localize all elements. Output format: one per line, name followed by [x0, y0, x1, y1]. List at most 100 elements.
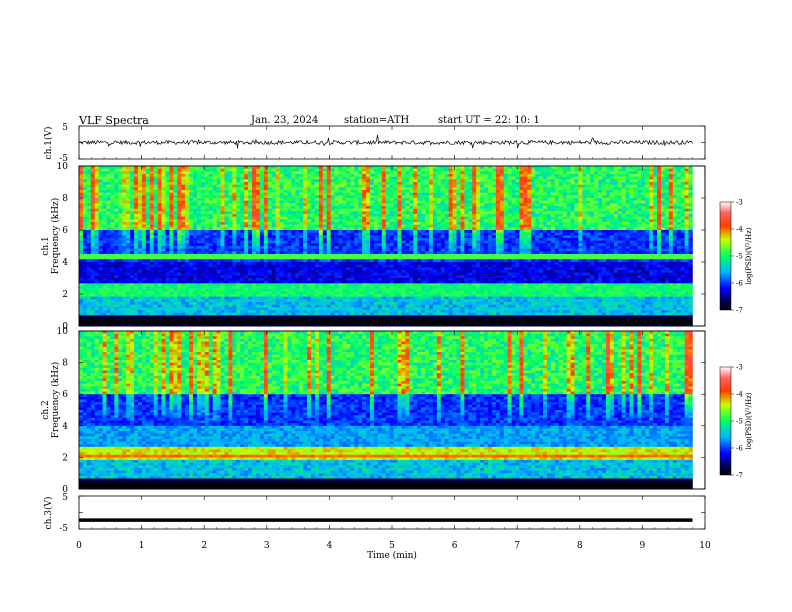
- spectrogram-cell: [334, 219, 339, 223]
- spectrogram-cell: [676, 192, 681, 196]
- spectrogram-cell: [527, 184, 532, 188]
- spectrogram-cell: [342, 232, 347, 236]
- spectrogram-cell: [141, 235, 147, 239]
- spectrogram-cell: [574, 211, 579, 215]
- spectrogram-cell: [393, 222, 398, 225]
- spectrogram-cell: [598, 198, 603, 201]
- spectrogram-cell: [617, 190, 622, 193]
- spectrogram-cell: [314, 224, 320, 228]
- spectrogram-cell: [134, 187, 139, 191]
- spectrogram-cell: [385, 224, 390, 228]
- spectrogram-cell: [480, 206, 485, 209]
- spectrogram-cell: [236, 235, 241, 239]
- spectrogram-cell: [212, 203, 217, 207]
- spectrogram-cell: [444, 232, 449, 236]
- spectrogram-cell: [311, 200, 316, 204]
- spectrogram-cell: [641, 187, 646, 191]
- spectrogram-cell: [137, 176, 143, 180]
- spectrogram-cell: [586, 227, 591, 231]
- spectrogram-cell: [452, 238, 457, 241]
- spectrogram-cell: [200, 192, 206, 196]
- spectrogram-cell: [208, 240, 213, 244]
- spectrogram-cell: [267, 248, 272, 252]
- spectrogram-cell: [495, 176, 501, 180]
- spectrogram-cell: [582, 230, 587, 233]
- spectrogram-cell: [267, 216, 272, 220]
- spectrogram-cell: [311, 198, 316, 201]
- spectrogram-cell: [649, 192, 654, 196]
- spectrogram-cell: [523, 168, 528, 172]
- spectrogram-cell: [161, 192, 166, 196]
- spectrogram-cell: [181, 179, 186, 183]
- spectrogram-cell: [141, 203, 147, 207]
- spectrogram-cell: [401, 246, 406, 249]
- spectrogram-cell: [543, 240, 548, 244]
- spectrogram-cell: [370, 224, 375, 228]
- spectrogram-cell: [330, 230, 335, 233]
- spectrogram-cell: [377, 206, 383, 209]
- spectrogram-cell: [645, 230, 650, 233]
- spectrogram-cell: [212, 235, 217, 239]
- spectrogram-cell: [118, 200, 123, 204]
- spectrogram-cell: [546, 224, 552, 228]
- spectrogram-cell: [621, 200, 626, 204]
- spectrogram-cell: [122, 232, 127, 236]
- spectrogram-cell: [582, 248, 587, 252]
- spectrogram-cell: [196, 216, 202, 220]
- spectrogram-cell: [358, 182, 363, 185]
- spectrogram-cell: [122, 219, 127, 223]
- spectrogram-cell: [366, 214, 371, 217]
- spectrogram-cell: [326, 206, 331, 209]
- spectrogram-cell: [338, 246, 343, 249]
- spectrogram-cell: [271, 198, 276, 201]
- spectrogram-cell: [452, 232, 457, 236]
- spectrogram-cell: [118, 195, 123, 199]
- spectrogram-cell: [440, 166, 446, 169]
- spectrogram-cell: [519, 192, 524, 196]
- spectrogram-cell: [370, 238, 375, 241]
- spectrogram-cell: [385, 171, 390, 175]
- spectrogram-cell: [86, 248, 92, 252]
- spectrogram-cell: [661, 230, 666, 233]
- spectrogram-cell: [279, 224, 284, 228]
- spectrogram-cell: [609, 222, 615, 225]
- spectrogram-cell: [440, 184, 446, 188]
- spectrogram-cell: [527, 182, 532, 185]
- spectrogram-cell: [401, 190, 406, 193]
- spectrogram-cell: [409, 179, 414, 183]
- spectrogram-cell: [574, 243, 579, 247]
- spectrogram-cell: [307, 235, 312, 239]
- spectrogram-cell: [220, 240, 225, 244]
- spectrogram-cell: [330, 224, 335, 228]
- spectrogram-cell: [645, 190, 650, 193]
- spectrogram-cell: [224, 224, 229, 228]
- spectrogram-cell: [90, 224, 96, 228]
- spectrogram-cell: [165, 174, 170, 177]
- spectrogram-cell: [562, 190, 567, 193]
- spectrogram-cell: [79, 232, 84, 236]
- spectrogram-cell: [554, 192, 560, 196]
- spectrogram-cell: [130, 246, 135, 249]
- spectrogram-cell: [252, 182, 257, 185]
- spectrogram-cell: [377, 235, 383, 239]
- spectrogram-cell: [240, 182, 245, 185]
- spectrogram-cell: [153, 246, 158, 249]
- spectrogram-cell: [244, 222, 249, 225]
- spectrogram-cell: [212, 246, 217, 249]
- spectrogram-cell: [299, 227, 304, 231]
- spectrogram-cell: [590, 216, 595, 220]
- spectrogram-cell: [425, 166, 430, 169]
- spectrogram-cell: [94, 198, 99, 201]
- spectrogram-cell: [208, 184, 213, 188]
- spectrogram-cell: [350, 179, 355, 183]
- spectrogram-cell: [543, 166, 548, 169]
- spectrogram-cell: [141, 240, 147, 244]
- spectrogram-cell: [334, 168, 339, 172]
- spectrogram-cell: [421, 168, 426, 172]
- spectrogram-cell: [558, 216, 563, 220]
- spectrogram-cell: [358, 222, 363, 225]
- spectrogram-cell: [181, 190, 186, 193]
- spectrogram-cell: [661, 206, 666, 209]
- spectrogram-cell: [503, 195, 508, 199]
- spectrogram-cell: [558, 184, 563, 188]
